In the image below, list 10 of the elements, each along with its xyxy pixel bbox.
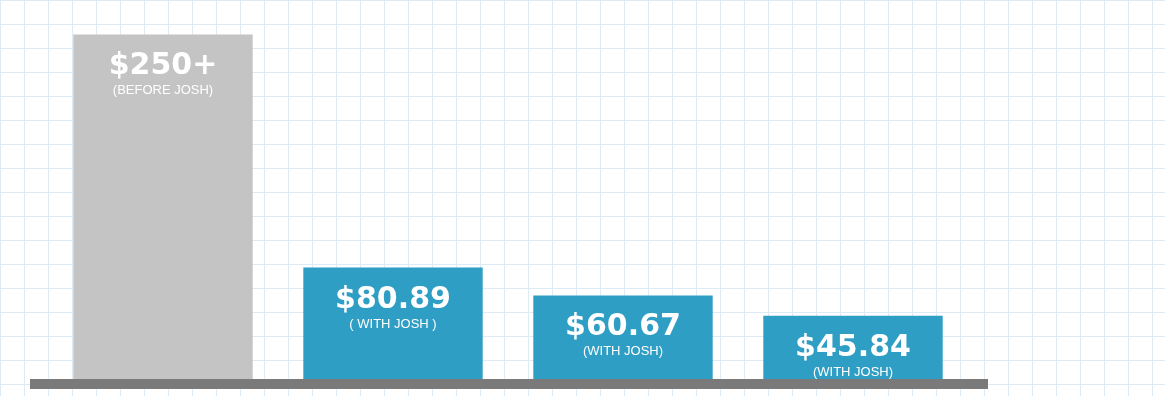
bar [303,267,483,379]
x-tick-label: (WITH JOSH) [582,343,664,359]
data-label: $60.67 [565,307,681,343]
x-tick-label: ( WITH JOSH ) [349,315,437,331]
x-tick-label: (WITH JOSH) [812,363,894,379]
bar [73,34,253,379]
data-label: $45.84 [795,327,911,363]
x-tick-label: (BEFORE JOSH) [112,82,214,98]
data-label: $80.89 [335,279,451,315]
data-label: $250+ [108,46,218,82]
